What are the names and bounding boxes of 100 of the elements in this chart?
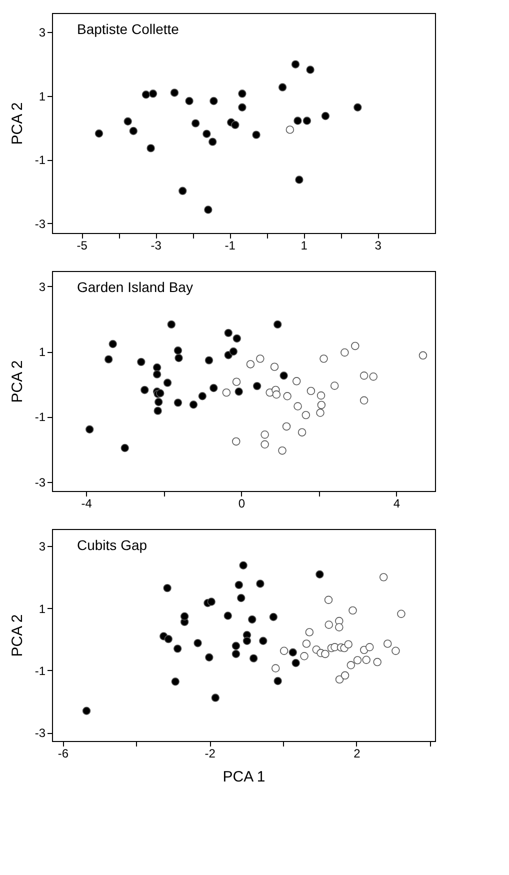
point — [211, 694, 220, 702]
point — [163, 378, 172, 387]
point — [207, 598, 216, 606]
point — [173, 644, 182, 653]
point — [305, 628, 314, 636]
text: Baptiste Collette — [77, 21, 180, 37]
point — [248, 615, 256, 624]
point — [272, 664, 280, 672]
point — [152, 363, 162, 372]
point — [292, 377, 301, 386]
point — [154, 406, 162, 415]
point — [224, 612, 232, 620]
point — [283, 392, 292, 400]
point — [163, 584, 172, 592]
point — [316, 391, 326, 400]
point — [280, 646, 288, 655]
x-tick-label: -4 — [81, 496, 92, 510]
point — [234, 580, 244, 590]
point — [280, 372, 288, 380]
point — [174, 354, 183, 362]
y-tick-label: 1 — [38, 345, 46, 360]
point — [294, 402, 302, 410]
point — [174, 398, 182, 407]
point — [324, 620, 333, 629]
x-tick-label: 3 — [374, 238, 382, 252]
point — [142, 90, 150, 99]
text: Cubits Gap — [77, 537, 148, 553]
point — [397, 610, 406, 618]
point — [418, 351, 428, 360]
point — [204, 206, 212, 214]
point — [205, 653, 214, 662]
point — [124, 117, 132, 126]
point — [85, 425, 94, 434]
point — [286, 126, 294, 134]
y-axis-title: PCA 2 — [8, 360, 26, 403]
point — [360, 372, 368, 380]
y-tick-label: -3 — [34, 475, 46, 490]
x-tick-label: -3 — [150, 238, 162, 252]
y-axis-title: PCA 2 — [8, 614, 26, 657]
point — [317, 400, 326, 410]
point — [306, 386, 316, 396]
point — [202, 130, 211, 138]
point — [260, 430, 269, 439]
point — [152, 370, 162, 378]
point — [346, 661, 356, 670]
point — [129, 126, 138, 136]
point — [384, 640, 392, 648]
point — [156, 389, 164, 398]
point — [274, 320, 282, 329]
point — [170, 88, 179, 97]
point — [231, 120, 240, 130]
point — [167, 320, 176, 329]
point — [360, 396, 368, 404]
point — [94, 129, 104, 138]
x-tick-label: 1 — [300, 238, 308, 252]
x-tick-label: -5 — [76, 238, 88, 252]
y-tick-label: 1 — [38, 89, 46, 104]
point — [208, 138, 217, 146]
point — [291, 60, 300, 68]
point — [306, 66, 314, 74]
point — [324, 596, 333, 604]
point — [316, 570, 324, 578]
point — [185, 96, 194, 106]
x-tick-label: -1 — [224, 238, 236, 252]
point — [252, 382, 262, 390]
point — [239, 561, 248, 570]
point — [282, 422, 291, 431]
x-tick-label: 0 — [238, 496, 246, 510]
point — [256, 354, 264, 363]
y-tick-label: -1 — [34, 153, 46, 168]
point — [104, 355, 113, 364]
point — [148, 90, 158, 98]
point — [351, 342, 360, 350]
point — [348, 606, 357, 615]
point — [373, 658, 382, 666]
point — [269, 612, 278, 622]
point — [335, 623, 344, 632]
point — [321, 650, 330, 658]
point — [274, 676, 282, 686]
text: Garden Island Bay — [77, 279, 193, 295]
point — [237, 594, 246, 602]
point — [278, 83, 287, 92]
point — [340, 348, 349, 357]
point — [298, 428, 306, 436]
point — [242, 636, 252, 646]
point — [294, 116, 302, 125]
point — [321, 112, 330, 120]
point — [302, 116, 312, 125]
x-tick-label: -2 — [204, 746, 216, 760]
point — [224, 328, 232, 338]
point — [302, 410, 310, 420]
point — [191, 119, 200, 128]
point — [302, 640, 311, 648]
point — [210, 96, 218, 106]
point — [320, 354, 328, 363]
point — [270, 362, 279, 371]
point — [379, 573, 388, 582]
point — [174, 346, 182, 355]
point — [316, 408, 324, 417]
point — [146, 144, 155, 152]
